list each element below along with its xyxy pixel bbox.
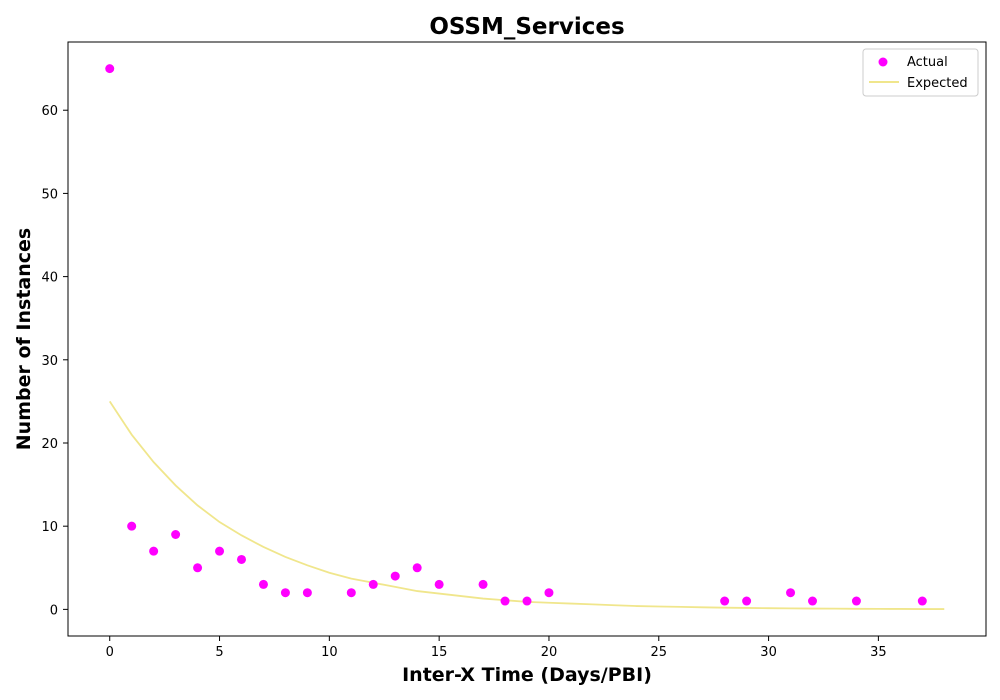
x-axis-label: Inter-X Time (Days/PBI) — [402, 664, 652, 686]
actual-point — [280, 588, 290, 598]
x-tick-label: 10 — [321, 645, 338, 660]
plot-area — [67, 41, 987, 637]
x-tick-label: 25 — [650, 645, 667, 660]
actual-point — [390, 571, 400, 581]
actual-point — [786, 588, 796, 598]
x-axis: 0 5 10 15 20 25 30 35 — [106, 636, 887, 660]
y-tick-label: 20 — [41, 437, 58, 452]
legend: Actual Expected — [862, 48, 979, 97]
chart-title: OSSM_Services — [429, 14, 624, 40]
actual-point — [368, 579, 378, 589]
y-tick-label: 40 — [41, 271, 58, 286]
actual-point — [851, 596, 861, 606]
actual-point — [522, 596, 532, 606]
actual-point — [742, 596, 752, 606]
legend-marker-actual — [878, 57, 888, 67]
y-tick-label: 30 — [41, 354, 58, 369]
actual-point — [215, 546, 225, 556]
actual-point — [149, 546, 159, 556]
x-tick-label: 20 — [541, 645, 558, 660]
actual-point — [412, 563, 422, 573]
x-tick-label: 5 — [215, 645, 223, 660]
y-tick-label: 50 — [41, 187, 58, 202]
actual-point — [105, 64, 115, 74]
actual-point — [171, 530, 181, 540]
y-axis-label: Number of Instances — [13, 228, 35, 450]
actual-point — [544, 588, 554, 598]
actual-point — [434, 579, 444, 589]
actual-point — [478, 579, 488, 589]
actual-point — [917, 596, 927, 606]
actual-point — [808, 596, 818, 606]
actual-point — [127, 521, 137, 531]
legend-label-actual: Actual — [907, 55, 948, 70]
actual-point — [346, 588, 356, 598]
y-tick-label: 10 — [41, 520, 58, 535]
actual-point — [720, 596, 730, 606]
x-tick-label: 35 — [870, 645, 887, 660]
legend-frame — [862, 48, 979, 97]
x-tick-label: 30 — [760, 645, 777, 660]
y-tick-label: 0 — [50, 603, 58, 618]
actual-point — [302, 588, 312, 598]
x-tick-label: 15 — [431, 645, 448, 660]
actual-point — [193, 563, 203, 573]
legend-label-expected: Expected — [907, 76, 968, 91]
y-axis: 0 10 20 30 40 50 60 — [41, 104, 68, 618]
actual-point — [500, 596, 510, 606]
actual-point — [258, 579, 268, 589]
x-tick-label: 0 — [106, 645, 114, 660]
y-tick-label: 60 — [41, 104, 58, 119]
actual-point — [236, 554, 246, 564]
series-layer — [105, 64, 945, 610]
